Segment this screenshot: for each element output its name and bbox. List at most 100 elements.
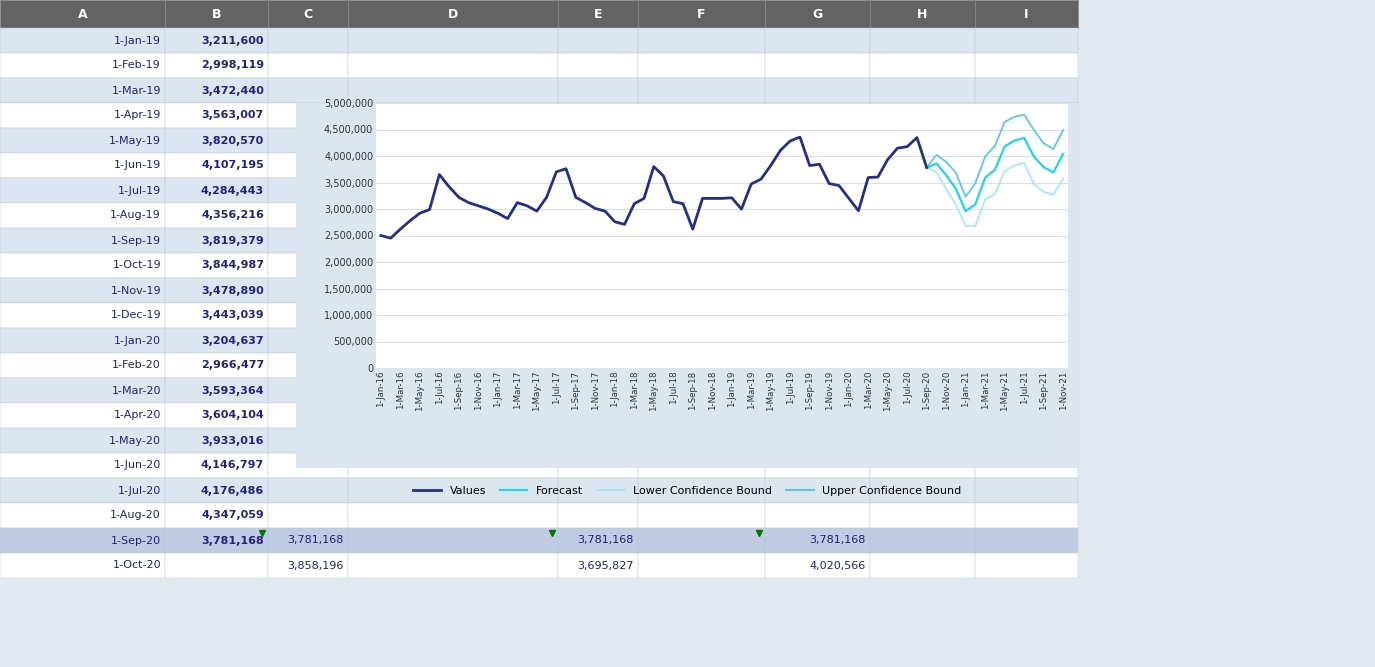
Text: 1-Jan-20: 1-Jan-20: [114, 336, 161, 346]
Text: 3,858,196: 3,858,196: [287, 560, 344, 570]
Text: 1-Aug-19: 1-Aug-19: [110, 211, 161, 221]
Bar: [638, 103, 764, 128]
Bar: [348, 178, 558, 203]
Bar: [765, 503, 870, 528]
Bar: [375, 103, 1068, 368]
Bar: [348, 228, 558, 253]
Bar: [558, 203, 638, 228]
Bar: [765, 428, 870, 453]
Bar: [558, 53, 638, 78]
Bar: [0, 128, 165, 153]
Bar: [975, 453, 1078, 478]
Text: G: G: [813, 7, 822, 21]
Bar: [975, 428, 1078, 453]
Text: 3,781,168: 3,781,168: [810, 536, 866, 546]
Bar: [765, 378, 870, 403]
Bar: [975, 228, 1078, 253]
Bar: [870, 528, 975, 553]
Bar: [268, 53, 348, 78]
Bar: [0, 278, 165, 303]
Bar: [268, 153, 348, 178]
Bar: [975, 553, 1078, 578]
Bar: [558, 0, 638, 28]
Text: 3,695,827: 3,695,827: [578, 560, 634, 570]
Bar: [558, 528, 638, 553]
Bar: [870, 253, 975, 278]
Text: 1-Aug-20: 1-Aug-20: [110, 510, 161, 520]
Bar: [870, 378, 975, 403]
Bar: [870, 53, 975, 78]
Text: 3,478,890: 3,478,890: [201, 285, 264, 295]
Bar: [638, 453, 764, 478]
Bar: [165, 553, 268, 578]
Bar: [765, 528, 870, 553]
Text: 1-Jan-19: 1-Jan-19: [114, 35, 161, 45]
Bar: [268, 128, 348, 153]
Bar: [558, 403, 638, 428]
Bar: [975, 378, 1078, 403]
Bar: [558, 503, 638, 528]
Bar: [268, 78, 348, 103]
Bar: [638, 303, 764, 328]
Bar: [765, 453, 870, 478]
Text: 4,020,566: 4,020,566: [810, 560, 866, 570]
Bar: [975, 78, 1078, 103]
Bar: [268, 353, 348, 378]
Bar: [165, 403, 268, 428]
Bar: [268, 0, 348, 28]
Text: A: A: [77, 7, 87, 21]
Bar: [348, 503, 558, 528]
Text: 1-Feb-19: 1-Feb-19: [113, 61, 161, 71]
Bar: [268, 453, 348, 478]
Text: 1-Mar-19: 1-Mar-19: [111, 85, 161, 95]
Text: 1-Oct-20: 1-Oct-20: [113, 560, 161, 570]
Bar: [268, 203, 348, 228]
Bar: [558, 178, 638, 203]
Text: 1-May-20: 1-May-20: [109, 436, 161, 446]
Bar: [765, 553, 870, 578]
Bar: [0, 303, 165, 328]
Bar: [0, 153, 165, 178]
Text: 1-Jun-19: 1-Jun-19: [114, 161, 161, 171]
Bar: [0, 428, 165, 453]
Text: 1-Nov-19: 1-Nov-19: [110, 285, 161, 295]
Bar: [165, 528, 268, 553]
Bar: [765, 353, 870, 378]
Bar: [765, 253, 870, 278]
Bar: [765, 478, 870, 503]
Bar: [558, 278, 638, 303]
Bar: [765, 78, 870, 103]
Bar: [165, 278, 268, 303]
Bar: [348, 103, 558, 128]
Text: 3,204,637: 3,204,637: [201, 336, 264, 346]
Bar: [0, 253, 165, 278]
Bar: [558, 303, 638, 328]
Bar: [0, 503, 165, 528]
Text: 1-Mar-20: 1-Mar-20: [111, 386, 161, 396]
Bar: [165, 103, 268, 128]
Bar: [165, 153, 268, 178]
Bar: [348, 553, 558, 578]
Bar: [975, 353, 1078, 378]
Bar: [268, 378, 348, 403]
Bar: [870, 553, 975, 578]
Text: 3,443,039: 3,443,039: [201, 311, 264, 321]
Text: 3,781,168: 3,781,168: [578, 536, 634, 546]
Bar: [870, 178, 975, 203]
Text: 3,211,600: 3,211,600: [202, 35, 264, 45]
Bar: [0, 78, 165, 103]
Bar: [870, 28, 975, 53]
Text: F: F: [697, 7, 705, 21]
Bar: [268, 328, 348, 353]
Text: H: H: [917, 7, 928, 21]
Bar: [348, 428, 558, 453]
Bar: [638, 403, 764, 428]
Text: 3,604,104: 3,604,104: [201, 410, 264, 420]
Bar: [0, 178, 165, 203]
Bar: [765, 28, 870, 53]
Bar: [0, 228, 165, 253]
Bar: [268, 278, 348, 303]
Bar: [975, 503, 1078, 528]
Text: 1-May-19: 1-May-19: [109, 135, 161, 145]
Bar: [638, 53, 764, 78]
